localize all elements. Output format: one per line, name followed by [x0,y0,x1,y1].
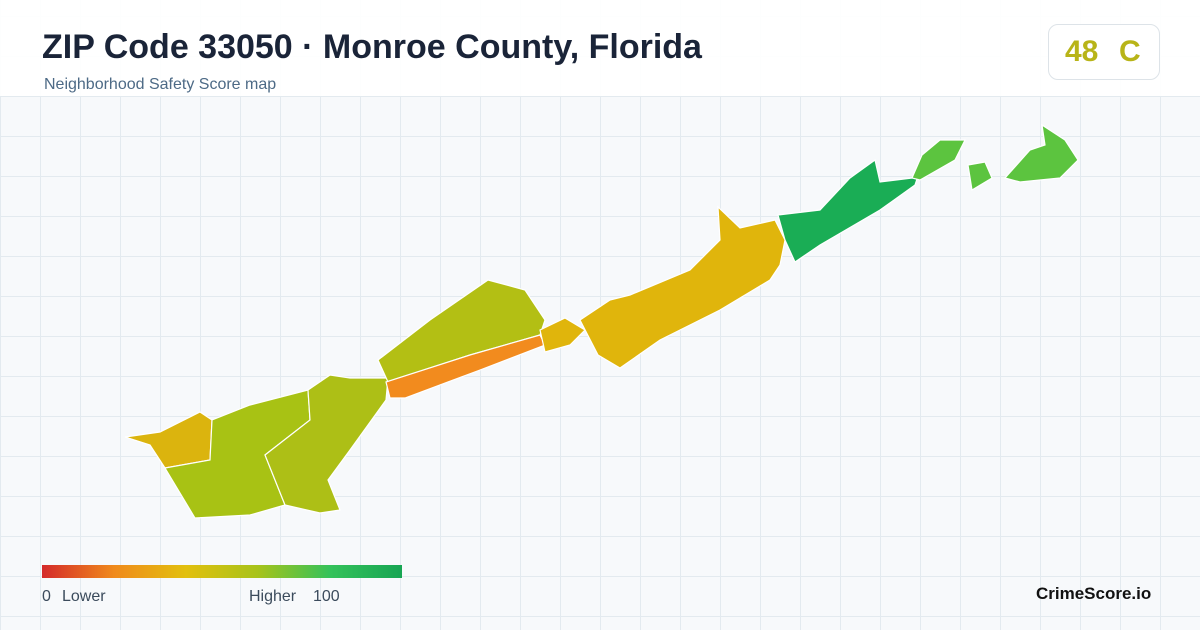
area [911,139,966,181]
area [967,161,993,191]
area [385,334,546,399]
legend-max-label: Higher [249,588,297,605]
legend-max: 100 [313,588,340,605]
title: ZIP Code 33050 · Monroe County, Florida [42,28,702,66]
area [1003,123,1079,183]
legend-bar [42,565,402,578]
area [124,411,213,469]
subtitle: Neighborhood Safety Score map [44,76,277,93]
grade: C [1119,35,1141,68]
area [777,158,921,263]
area [539,317,586,353]
score-badge: 48 C [1048,24,1160,80]
brand: CrimeScore.io [1036,584,1152,603]
score: 48 [1065,35,1099,68]
legend-min-label: Lower [62,588,106,605]
header-band [0,0,1200,96]
legend-min: 0 [42,588,51,605]
area [579,205,786,369]
area [264,374,389,514]
